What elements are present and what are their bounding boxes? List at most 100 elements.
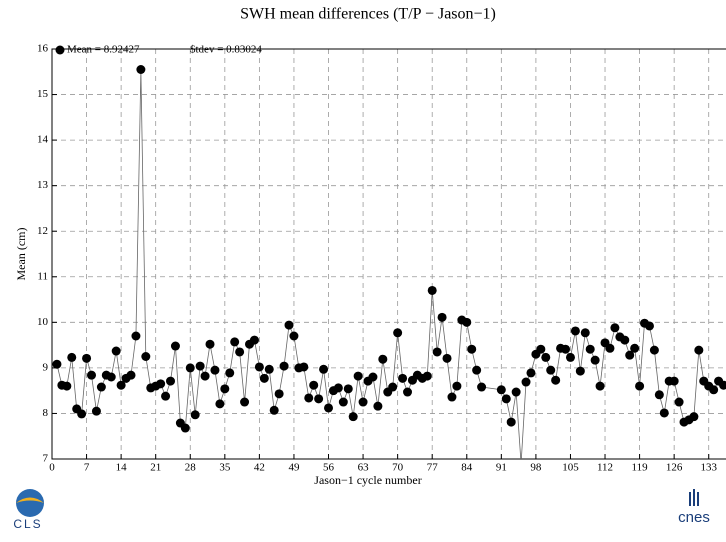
- x-tick-label: 77: [427, 462, 439, 474]
- data-point: [96, 382, 106, 392]
- data-point: [141, 352, 151, 361]
- data-point: [462, 317, 472, 327]
- data-point: [442, 353, 452, 363]
- x-tick-label: 28: [185, 462, 197, 474]
- data-point: [215, 399, 225, 409]
- data-point: [195, 361, 205, 371]
- data-point: [111, 346, 121, 356]
- data-point: [225, 368, 235, 378]
- data-point: [388, 382, 398, 392]
- data-point: [521, 377, 531, 387]
- data-point: [91, 406, 101, 416]
- data-point: [654, 390, 664, 400]
- data-point: [610, 323, 620, 333]
- chart-title: SWH mean differences (T/P − Jason−1): [240, 6, 496, 23]
- data-point: [235, 347, 245, 357]
- data-point: [472, 365, 482, 375]
- axis-frame: [51, 48, 726, 460]
- data-point: [669, 376, 679, 386]
- data-point: [230, 337, 240, 347]
- data-point: [427, 285, 437, 295]
- x-tick-label: 84: [461, 462, 473, 474]
- x-tick-label: 63: [358, 462, 370, 474]
- data-point: [185, 363, 195, 373]
- data-point: [605, 343, 615, 353]
- y-axis-label: Mean (cm): [14, 228, 28, 281]
- data-point: [590, 355, 600, 365]
- data-point: [62, 381, 72, 391]
- series-line: [56, 69, 724, 459]
- data-point: [170, 341, 180, 351]
- x-tick-label: 21: [150, 462, 161, 474]
- data-point: [630, 343, 640, 353]
- data-point: [319, 364, 329, 374]
- y-tick-label: 16: [37, 43, 49, 55]
- x-tick-label: 14: [116, 462, 128, 474]
- cnes-logo: cnes: [678, 489, 710, 526]
- data-point: [517, 459, 526, 468]
- data-point: [279, 361, 289, 371]
- data-point: [259, 373, 269, 383]
- data-point: [333, 383, 343, 393]
- x-tick-label: 70: [392, 462, 404, 474]
- data-point: [551, 375, 561, 385]
- y-tick-label: 12: [37, 225, 48, 237]
- x-tick-label: 133: [700, 462, 717, 474]
- data-point: [309, 380, 319, 390]
- data-point: [284, 320, 294, 330]
- data-point: [422, 371, 432, 381]
- data-point: [190, 410, 200, 420]
- x-tick-label: 56: [323, 462, 335, 474]
- data-point: [506, 417, 516, 427]
- data-point: [437, 312, 447, 322]
- mean-annotation: Mean = 8.92427: [67, 44, 140, 56]
- data-point: [620, 335, 630, 345]
- data-point: [403, 387, 413, 397]
- data-point: [694, 345, 704, 355]
- data-point: [378, 354, 388, 364]
- y-tick-label: 7: [43, 453, 49, 465]
- data-point: [373, 401, 383, 411]
- x-tick-label: 42: [254, 462, 265, 474]
- data-point: [644, 321, 654, 331]
- x-tick-label: 0: [49, 462, 55, 474]
- data-point: [205, 339, 215, 349]
- data-point: [220, 384, 230, 394]
- data-point: [52, 359, 62, 369]
- data-point: [126, 370, 136, 380]
- data-point: [131, 331, 141, 341]
- data-point: [501, 394, 511, 404]
- y-tick-label: 8: [43, 407, 49, 419]
- data-point: [289, 331, 299, 341]
- data-point: [659, 408, 669, 418]
- data-point: [166, 376, 176, 386]
- data-point: [467, 344, 477, 354]
- data-point: [304, 393, 314, 403]
- data-point: [570, 326, 580, 336]
- data-point: [393, 328, 403, 338]
- x-tick-label: 49: [288, 462, 300, 474]
- y-tick-label: 11: [37, 270, 48, 282]
- data-point: [526, 368, 536, 378]
- data-point: [353, 371, 363, 381]
- data-point: [249, 335, 259, 345]
- x-tick-label: 35: [219, 462, 231, 474]
- x-tick-label: 7: [84, 462, 90, 474]
- data-point: [269, 405, 279, 415]
- data-point: [338, 397, 348, 407]
- data-point: [343, 384, 353, 394]
- data-point: [106, 372, 116, 382]
- data-point: [674, 397, 684, 407]
- series: [52, 65, 726, 468]
- data-point: [264, 364, 274, 374]
- data-point: [299, 362, 309, 372]
- data-point: [511, 387, 521, 397]
- y-tick-label: 9: [43, 361, 49, 373]
- data-point: [625, 350, 635, 360]
- data-point: [82, 353, 92, 363]
- data-point: [561, 344, 571, 354]
- x-tick-label: 91: [496, 462, 507, 474]
- data-point: [348, 412, 358, 422]
